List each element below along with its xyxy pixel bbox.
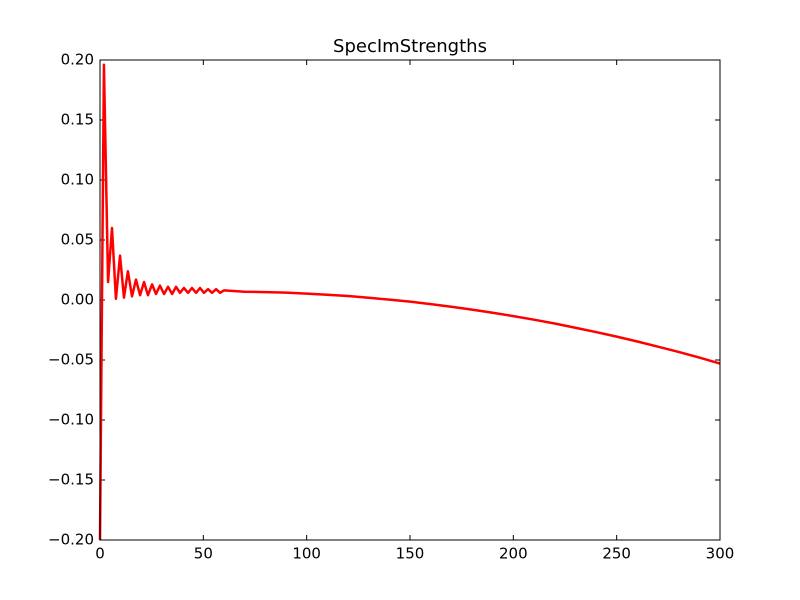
x-tick-label: 0 [95, 545, 105, 563]
plot-frame [99, 59, 721, 541]
y-tick-label: 0.00 [61, 291, 94, 309]
y-tick-label: 0.10 [61, 171, 94, 189]
x-tick-label: 150 [396, 545, 425, 563]
x-tick-label: 50 [194, 545, 213, 563]
x-tick-label: 300 [706, 545, 735, 563]
data-line [98, 63, 721, 541]
x-tick-label: 250 [602, 545, 631, 563]
y-tick-label: 0.05 [61, 231, 94, 249]
y-tick-label: −0.05 [48, 351, 94, 369]
y-tick-label: 0.15 [61, 111, 94, 129]
chart-title: SpecImStrengths [333, 36, 487, 57]
y-tick-label: 0.20 [61, 51, 94, 69]
y-tick-label: −0.20 [48, 531, 94, 549]
x-tick-label: 200 [499, 545, 528, 563]
x-tick-label: 100 [292, 545, 321, 563]
y-tick-label: −0.10 [48, 411, 94, 429]
y-tick-label: −0.15 [48, 471, 94, 489]
